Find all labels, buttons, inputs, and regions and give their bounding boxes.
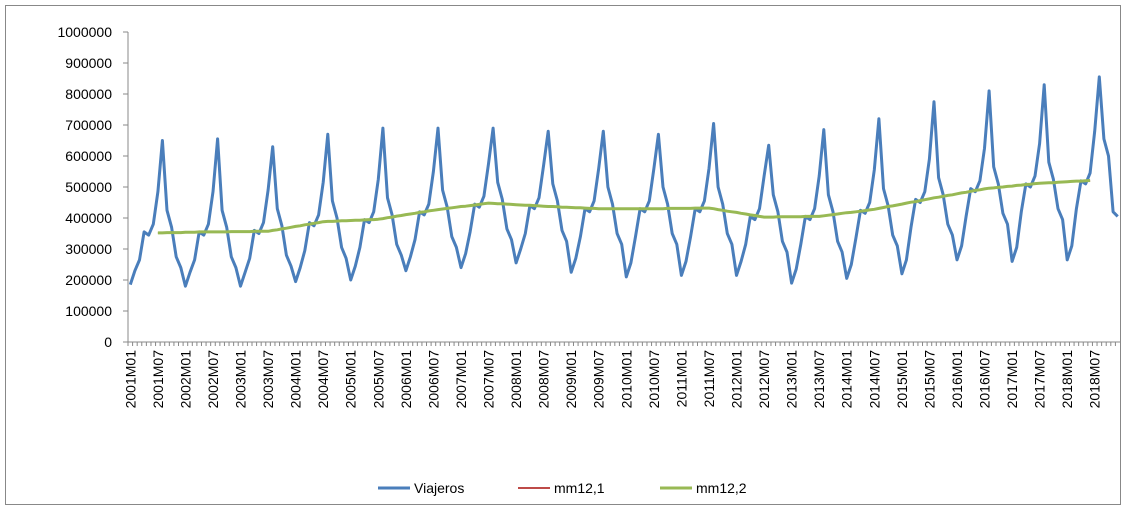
x-tick-label: 2002M07 (205, 350, 221, 409)
x-tick-label: 2016M01 (949, 350, 965, 409)
series-line (157, 179, 1091, 235)
x-tick-label: 2011M01 (673, 350, 689, 408)
x-tick-label: 2002M01 (177, 350, 193, 409)
x-tick-label: 2013M07 (811, 350, 827, 409)
x-tick-label: 2018M01 (1059, 350, 1075, 409)
x-tick-label: 2006M07 (425, 350, 441, 409)
x-tick-label: 2003M07 (260, 350, 276, 409)
legend-label: mm12,2 (696, 480, 747, 496)
x-tick-label: 2009M07 (591, 350, 607, 409)
x-tick-label: 2016M07 (977, 350, 993, 409)
y-tick-label: 600000 (65, 148, 112, 164)
x-tick-label: 2006M01 (398, 350, 414, 409)
legend-label: Viajeros (414, 480, 464, 496)
x-tick-label: 2010M01 (618, 350, 634, 409)
x-tick-label: 2004M01 (288, 350, 304, 409)
x-tick-label: 2001M01 (122, 350, 138, 409)
x-tick-label: 2005M07 (370, 350, 386, 409)
y-tick-label: 100000 (65, 303, 112, 319)
x-tick-label: 2017M07 (1032, 350, 1048, 409)
x-tick-label: 2007M01 (453, 350, 469, 409)
x-tick-label: 2015M07 (921, 350, 937, 409)
x-tick-label: 2011M07 (701, 350, 717, 408)
y-tick-label: 500000 (65, 179, 112, 195)
y-tick-label: 900000 (65, 55, 112, 71)
x-tick-label: 2012M01 (729, 350, 745, 409)
y-tick-label: 0 (104, 334, 112, 350)
x-tick-label: 2010M07 (646, 350, 662, 409)
x-tick-label: 2001M07 (150, 350, 166, 409)
x-tick-label: 2017M01 (1004, 350, 1020, 409)
x-tick-label: 2018M07 (1087, 350, 1103, 409)
y-tick-label: 300000 (65, 241, 112, 257)
x-tick-label: 2014M01 (839, 350, 855, 409)
y-tick-label: 700000 (65, 117, 112, 133)
y-tick-label: 400000 (65, 210, 112, 226)
x-tick-label: 2012M07 (756, 350, 772, 409)
x-tick-label: 2013M01 (784, 350, 800, 409)
chart-border (5, 5, 1121, 505)
x-tick-label: 2009M01 (563, 350, 579, 409)
x-tick-label: 2005M01 (343, 350, 359, 409)
x-tick-label: 2014M07 (866, 350, 882, 409)
x-tick-label: 2004M07 (315, 350, 331, 409)
x-tick-label: 2003M01 (233, 350, 249, 409)
legend-label: mm12,1 (554, 480, 605, 496)
y-tick-label: 800000 (65, 86, 112, 102)
y-tick-label: 1000000 (57, 24, 112, 40)
x-tick-label: 2008M01 (508, 350, 524, 409)
y-tick-label: 200000 (65, 272, 112, 288)
x-tick-label: 2007M07 (481, 350, 497, 409)
series-line (128, 75, 1119, 288)
x-tick-label: 2015M01 (894, 350, 910, 409)
x-tick-label: 2008M07 (536, 350, 552, 409)
